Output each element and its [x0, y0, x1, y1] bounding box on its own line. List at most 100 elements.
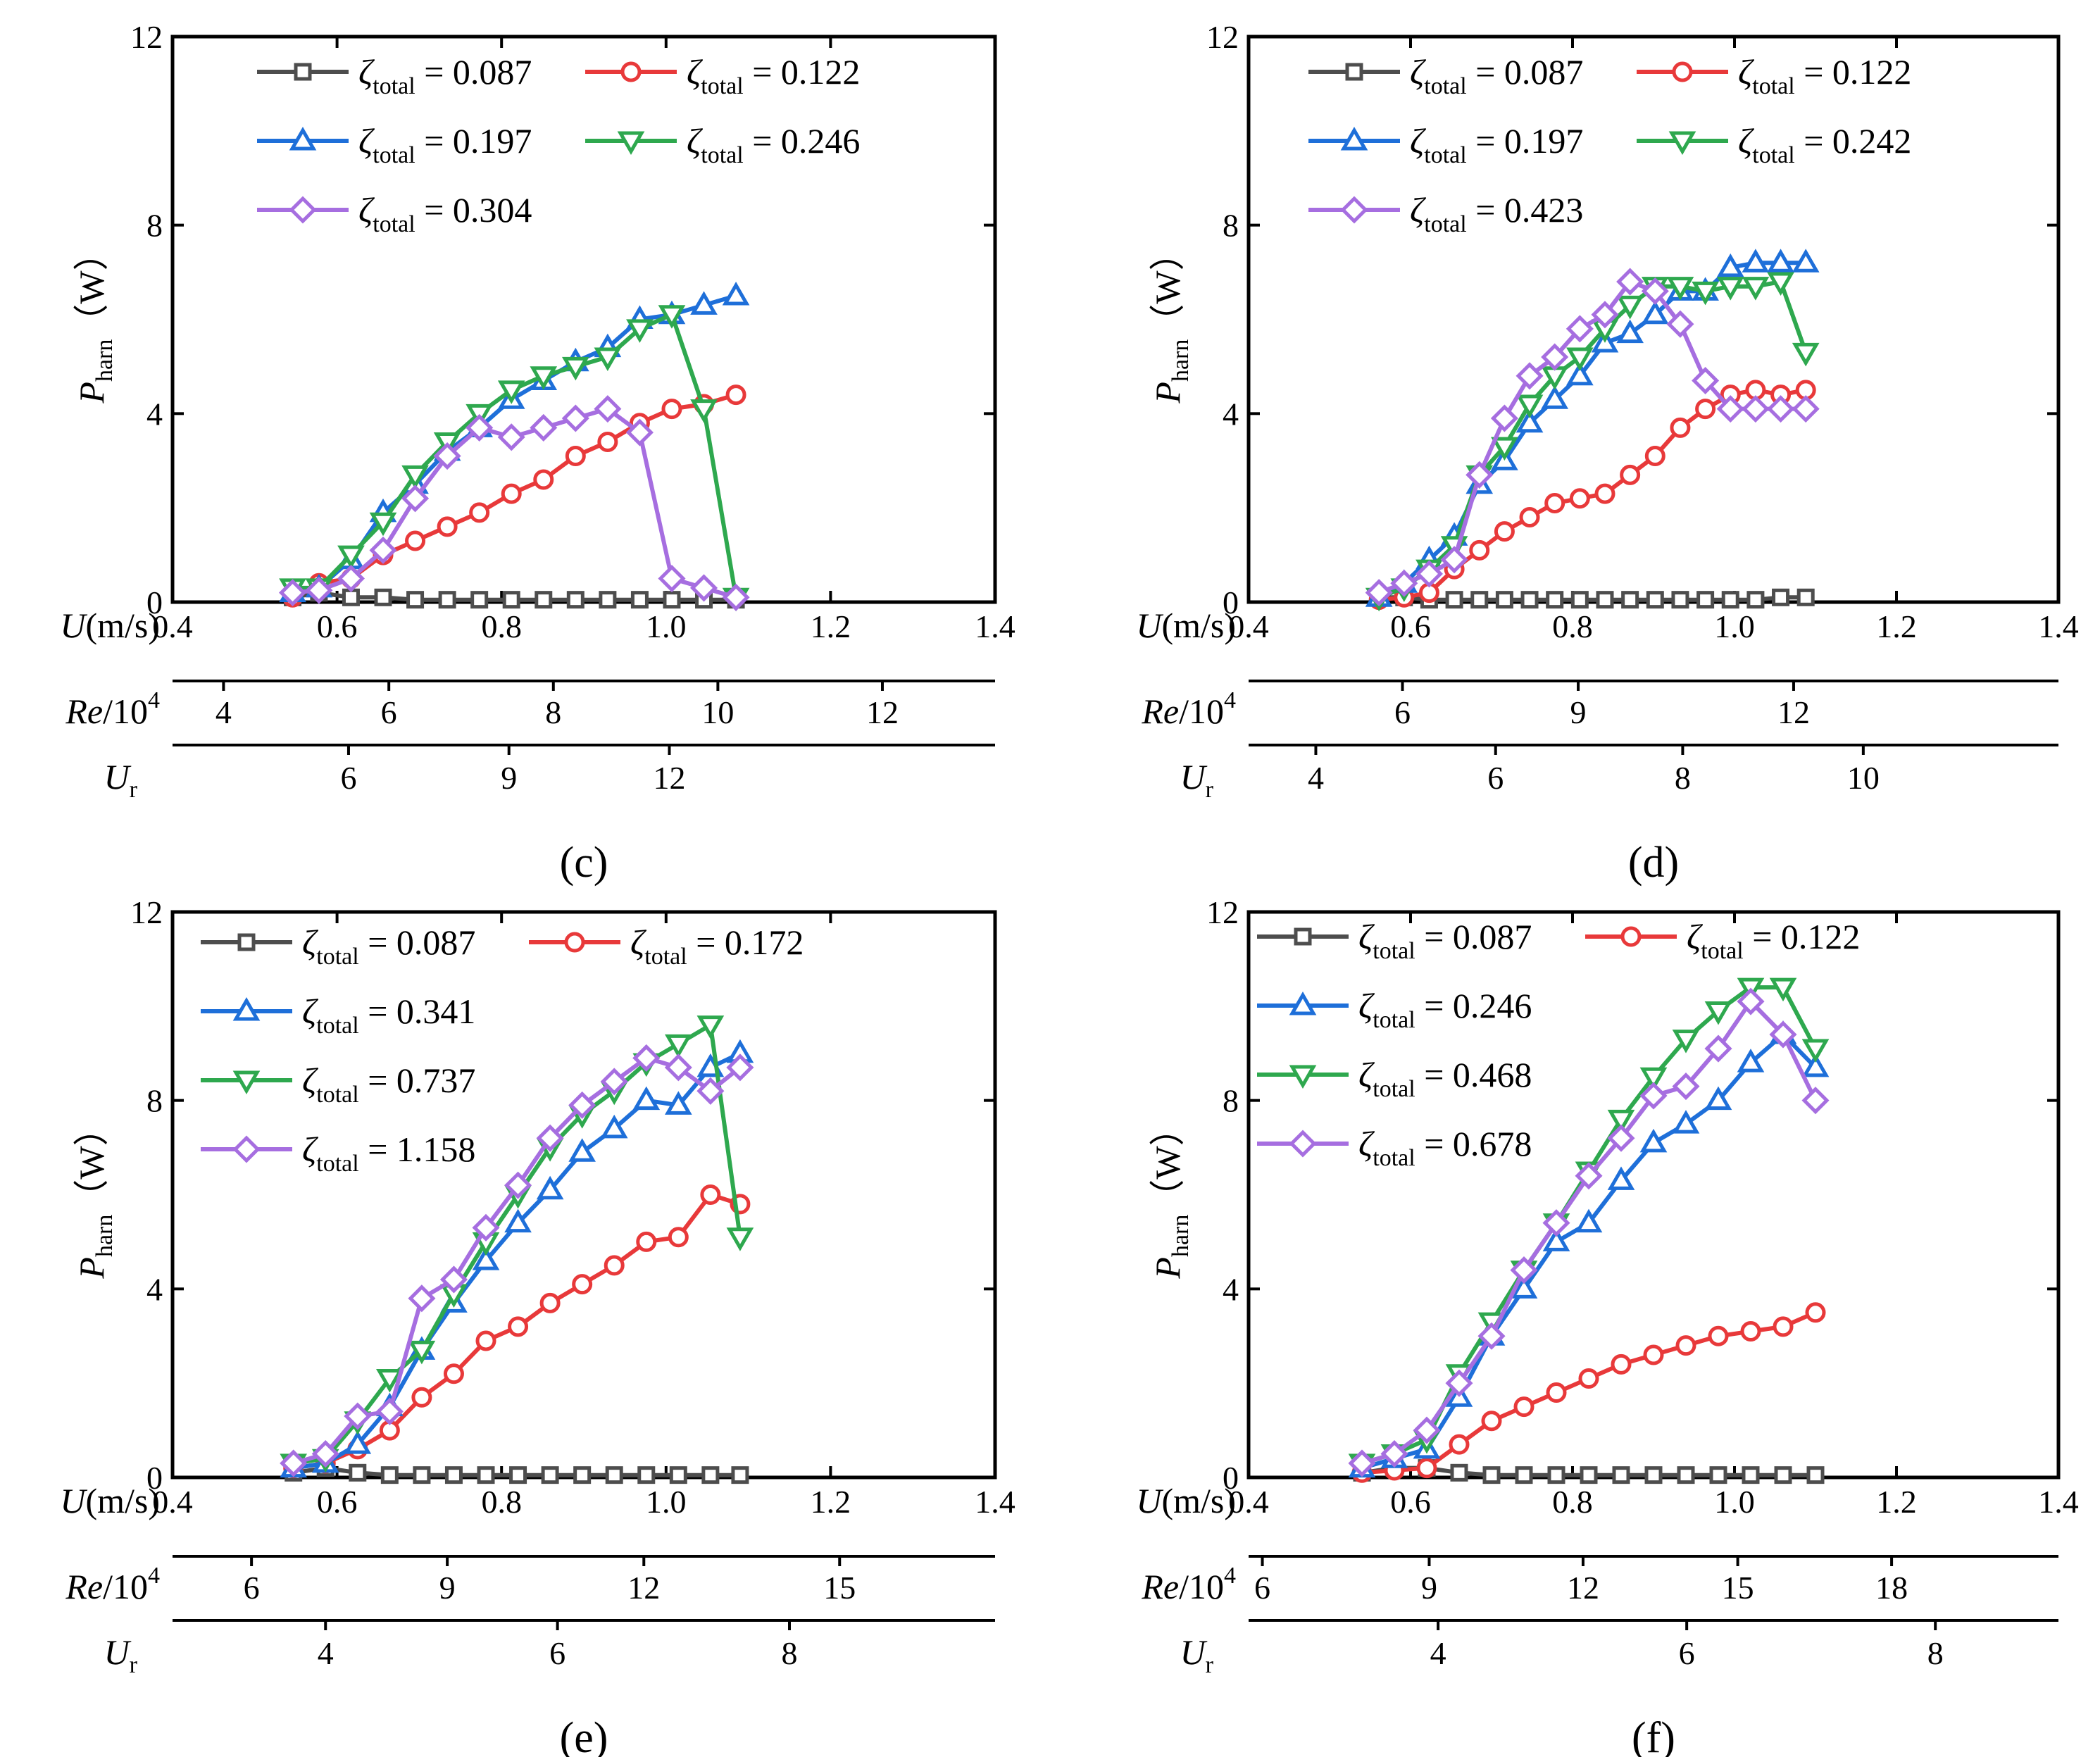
data-point	[1767, 272, 1794, 296]
series-4	[280, 1044, 754, 1477]
data-point	[1666, 277, 1694, 301]
panel-3: 0 4 8 12 Pharn（W） 0.4 0.6 0.8 1.0 1.2 1.4 U(m/s) 6 9 1…	[1136, 894, 2078, 1757]
data-point	[658, 565, 686, 593]
legend-entry: ζtotal = 0.246	[1257, 986, 1532, 1033]
data-point	[1510, 1275, 1538, 1299]
data-point	[1740, 1321, 1761, 1342]
data-point	[1542, 1209, 1570, 1237]
data-point	[1594, 483, 1615, 504]
data-point	[1596, 591, 1614, 609]
data-point	[1575, 1162, 1603, 1190]
y-tick-label: 8	[146, 208, 163, 244]
data-point	[1494, 521, 1515, 542]
data-point	[1801, 1053, 1830, 1077]
ur-tick-label: 6	[1487, 760, 1504, 796]
legend-swatch-marker	[1289, 1065, 1317, 1089]
data-point	[1415, 560, 1443, 588]
re-tick-label: 6	[1394, 694, 1411, 730]
ur-tick-label: 10	[1847, 760, 1880, 796]
data-point	[1672, 1030, 1700, 1053]
x-tick-label: 1.0	[1714, 1484, 1755, 1520]
data-point	[342, 588, 360, 606]
x-tick-label: 1.2	[1876, 1484, 1917, 1520]
data-point	[1445, 1369, 1473, 1397]
data-point	[636, 1231, 657, 1252]
legend-entry: ζtotal = 0.122	[1637, 52, 1911, 99]
data-point	[539, 1292, 561, 1313]
data-point	[664, 1091, 692, 1115]
re-tick-label: 6	[1254, 1570, 1270, 1606]
re-tick-label: 8	[545, 694, 561, 730]
x-tick-label: 0.8	[1552, 1484, 1593, 1520]
y-axis-label: Pharn（W）	[1148, 235, 1194, 404]
data-point	[722, 583, 750, 611]
data-point	[1575, 1208, 1603, 1233]
data-point	[278, 579, 307, 607]
legend-label: ζtotal = 0.468	[1358, 1055, 1532, 1102]
y-axis-label: Pharn（W）	[1148, 1111, 1194, 1279]
ur-tick-label: 4	[1430, 1635, 1446, 1671]
data-point	[1801, 1039, 1830, 1063]
legend-entry: ζtotal = 0.122	[1585, 917, 1860, 964]
data-point	[1742, 1466, 1760, 1484]
data-point	[599, 591, 617, 609]
data-point	[1746, 591, 1765, 609]
data-point	[1692, 281, 1719, 306]
x-axis-label-u: U(m/s)	[60, 1481, 160, 1520]
x-tick-label: 0.4	[152, 608, 193, 644]
data-point	[375, 1397, 404, 1425]
legend-label: ζtotal = 0.087	[1410, 52, 1583, 99]
data-point	[664, 1053, 692, 1082]
data-point	[1578, 1368, 1599, 1389]
data-point	[535, 591, 553, 609]
data-point	[1616, 295, 1644, 320]
series-line	[1379, 595, 1806, 602]
re-tick-label: 4	[215, 694, 232, 730]
data-point	[1641, 300, 1669, 325]
legend-label: ζtotal = 0.423	[1410, 190, 1583, 237]
legend-swatch-marker	[1289, 1130, 1317, 1158]
data-point	[1769, 977, 1797, 1002]
legend-entry: ζtotal = 0.242	[1637, 121, 1911, 168]
data-point	[369, 512, 397, 537]
x-tick-label: 1.2	[811, 1484, 851, 1520]
panel-label: (e)	[560, 1714, 608, 1757]
data-point	[1643, 1344, 1664, 1365]
x-tick-label: 0.6	[317, 1484, 358, 1520]
data-point	[369, 536, 397, 564]
legend-swatch-marker	[289, 126, 317, 151]
ur-tick-label: 8	[1675, 760, 1691, 796]
x-tick-label: 0.4	[1228, 1484, 1269, 1520]
legend-entry: ζtotal = 0.468	[1257, 1055, 1532, 1102]
data-point	[1380, 1440, 1408, 1468]
data-point	[1348, 1449, 1376, 1477]
data-point	[1677, 1466, 1695, 1484]
x-axis-label-re: Re/104	[65, 1563, 160, 1606]
legend-swatch-marker	[1340, 126, 1368, 151]
data-point	[376, 1368, 404, 1393]
data-point	[1773, 1316, 1794, 1337]
data-point	[1541, 385, 1569, 409]
data-point	[1519, 507, 1540, 528]
legend-swatch-marker	[1668, 131, 1696, 156]
data-point	[566, 591, 585, 609]
data-point	[1544, 492, 1565, 513]
data-point	[1742, 277, 1770, 301]
re-tick-label: 10	[701, 694, 734, 730]
data-point	[1621, 591, 1639, 609]
re-tick-label: 12	[1777, 694, 1810, 730]
legend-swatch-marker	[1294, 927, 1312, 946]
data-point	[501, 483, 522, 504]
data-point	[594, 347, 622, 372]
x-axis-label-re: Re/104	[1141, 687, 1236, 731]
re-tick-label: 9	[1421, 1570, 1437, 1606]
data-point	[1620, 464, 1641, 485]
re-tick-label: 15	[823, 1570, 856, 1606]
data-point	[1607, 1109, 1635, 1134]
data-point	[600, 1114, 628, 1139]
y-tick-label: 8	[1223, 208, 1239, 244]
data-point	[401, 465, 429, 489]
data-point	[731, 1466, 749, 1484]
data-point	[1704, 1086, 1732, 1111]
x-tick-label: 1.4	[2038, 608, 2079, 644]
